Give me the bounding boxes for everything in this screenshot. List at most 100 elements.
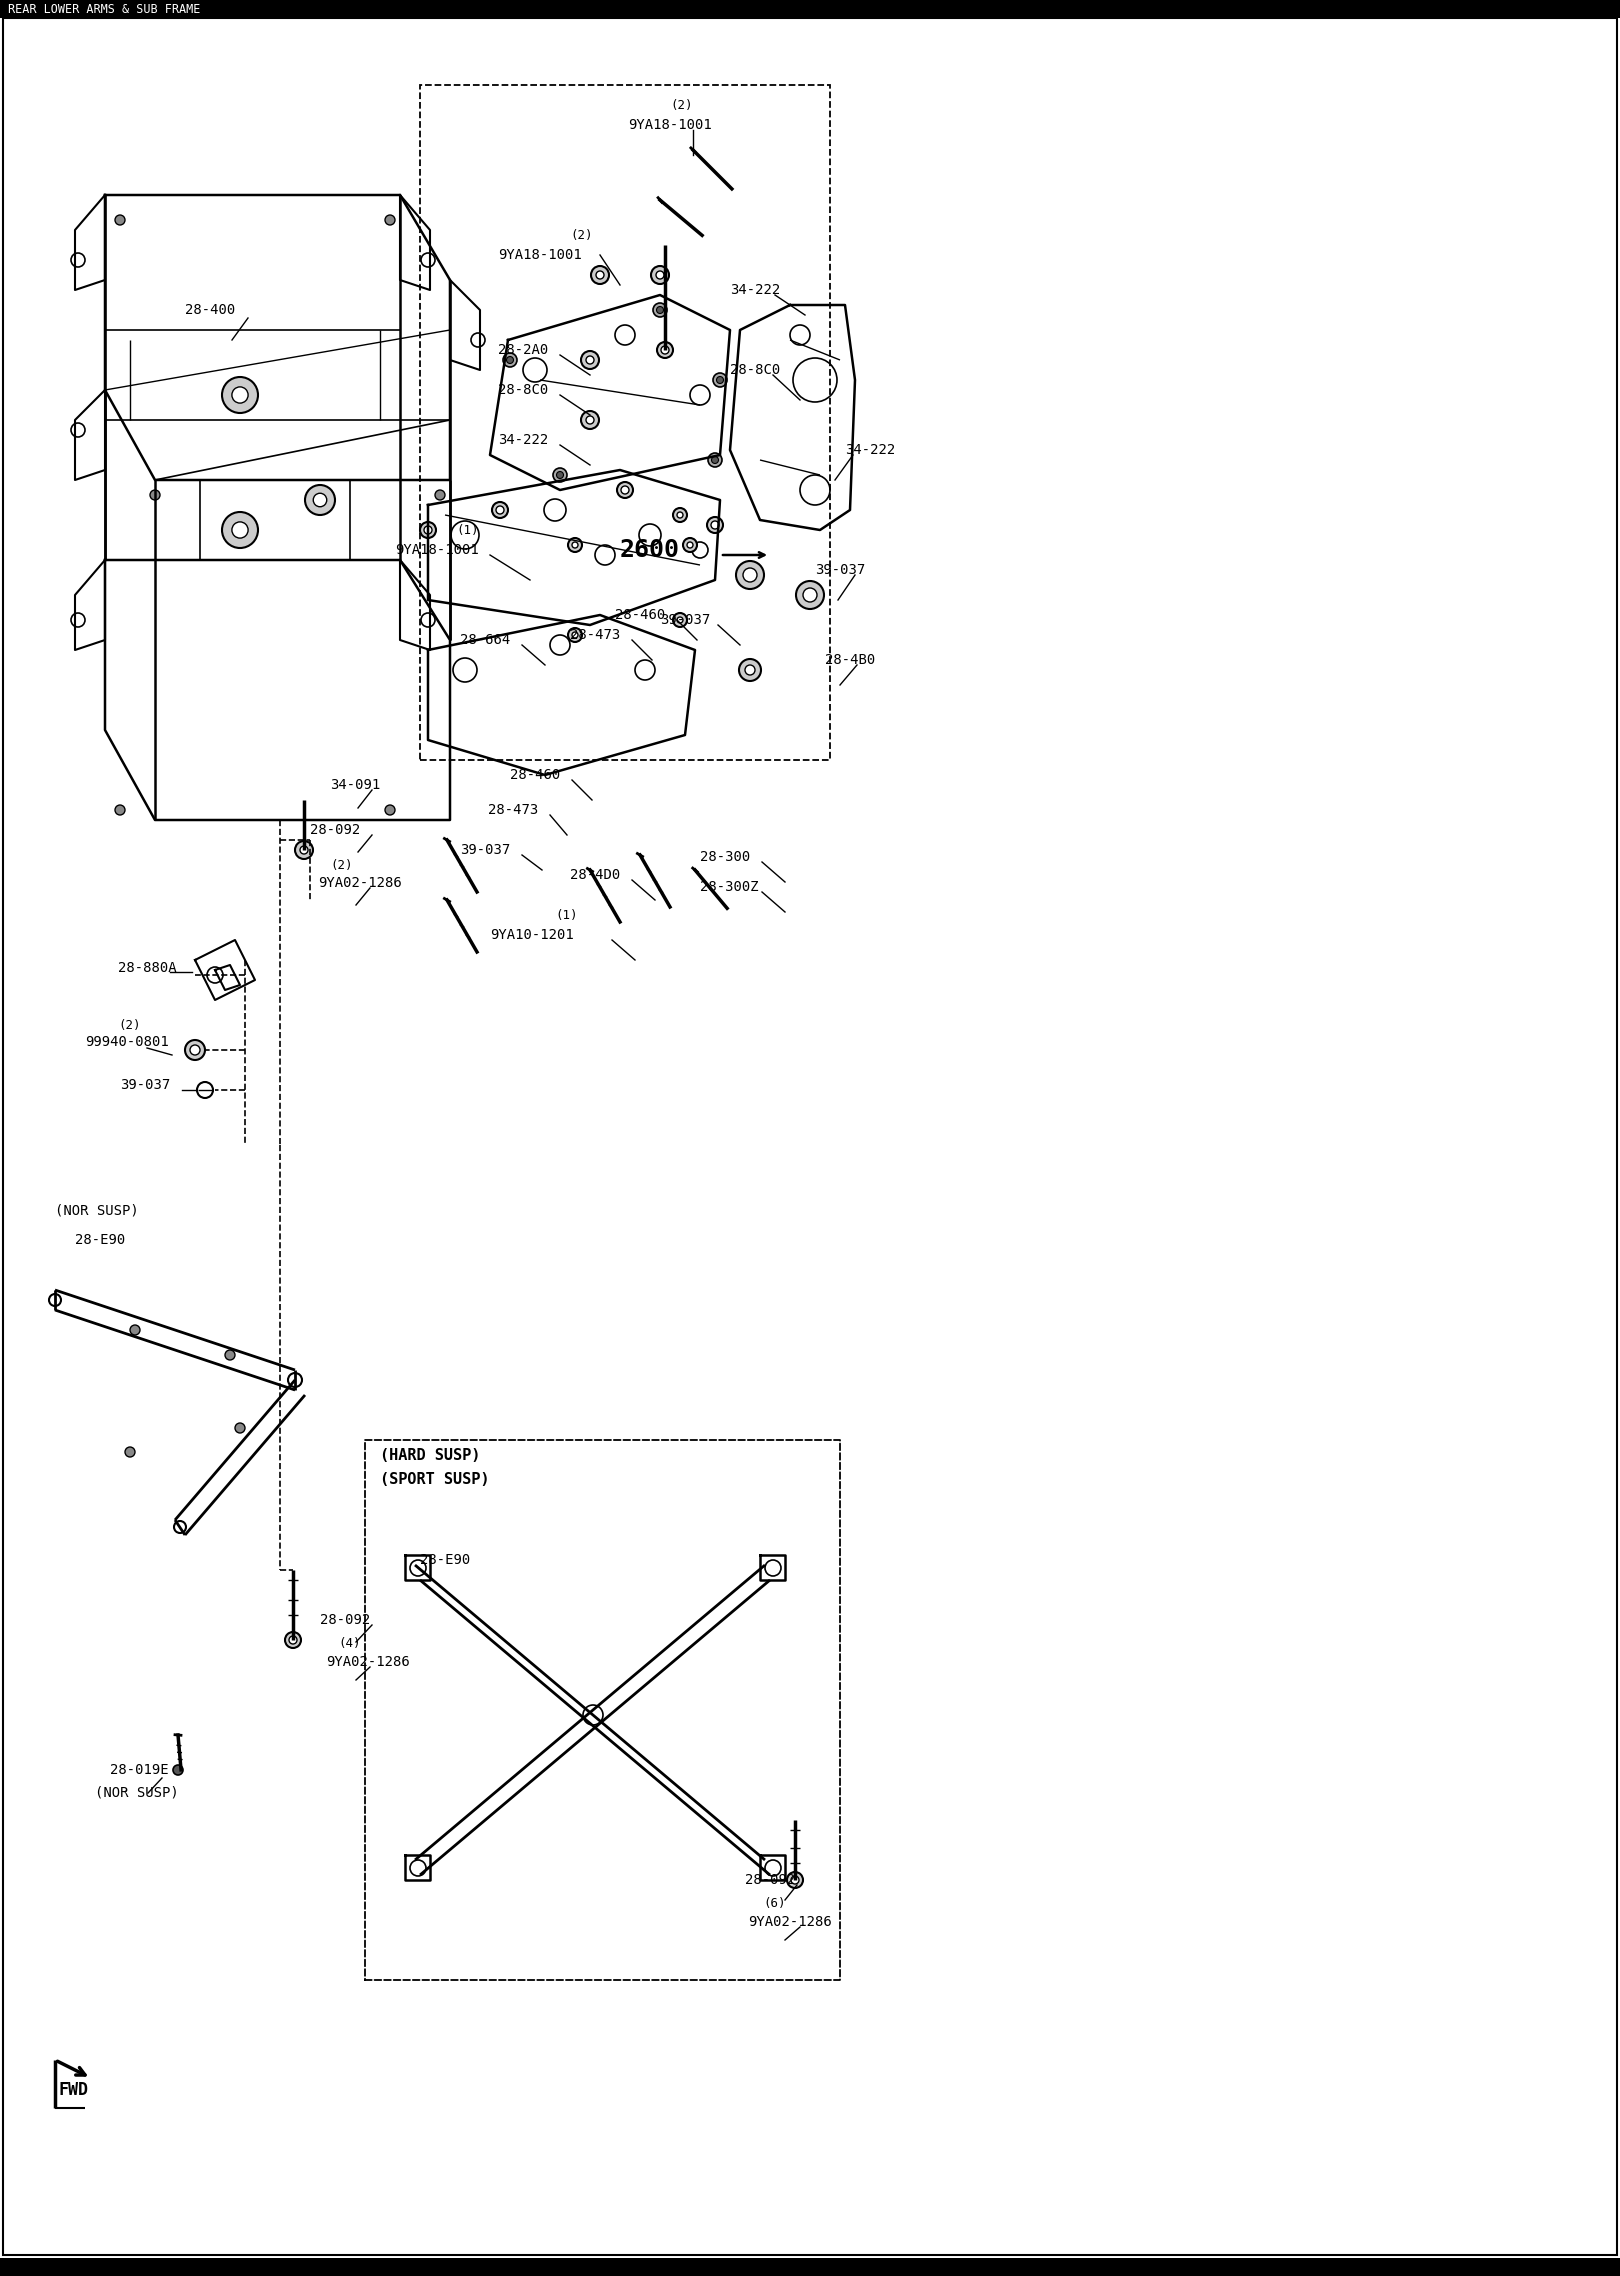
Circle shape	[305, 485, 335, 514]
Circle shape	[672, 508, 687, 521]
Circle shape	[420, 521, 436, 537]
Text: 28-473: 28-473	[488, 803, 538, 817]
Circle shape	[656, 271, 664, 280]
Text: (2): (2)	[330, 858, 353, 872]
Text: FWD: FWD	[58, 2080, 87, 2098]
Text: 28-4D0: 28-4D0	[570, 867, 620, 883]
Text: 28-E90: 28-E90	[420, 1552, 470, 1566]
Text: 28-300Z: 28-300Z	[700, 881, 758, 894]
Circle shape	[115, 806, 125, 815]
Text: 39-037: 39-037	[815, 562, 865, 578]
Circle shape	[557, 471, 564, 478]
Text: 39-037: 39-037	[659, 612, 710, 626]
Text: 28-019E: 28-019E	[110, 1764, 168, 1778]
Circle shape	[804, 587, 816, 601]
Circle shape	[235, 1422, 245, 1434]
Text: 28-092: 28-092	[309, 824, 360, 838]
Circle shape	[190, 1045, 199, 1056]
Text: 28-8C0: 28-8C0	[497, 382, 548, 396]
Text: 28-473: 28-473	[570, 628, 620, 642]
Circle shape	[582, 351, 599, 369]
Circle shape	[716, 376, 724, 382]
Circle shape	[708, 453, 723, 467]
Text: (HARD SUSP): (HARD SUSP)	[381, 1448, 481, 1463]
Text: 28-460: 28-460	[616, 608, 666, 621]
Circle shape	[232, 521, 248, 537]
Circle shape	[586, 417, 595, 423]
Text: (SPORT SUSP): (SPORT SUSP)	[381, 1473, 489, 1489]
Circle shape	[653, 303, 667, 316]
Text: (2): (2)	[570, 228, 593, 241]
Circle shape	[492, 503, 509, 519]
Text: 28-2A0: 28-2A0	[497, 344, 548, 357]
Circle shape	[791, 1875, 799, 1885]
Circle shape	[507, 357, 514, 364]
Text: 28-E90: 28-E90	[75, 1234, 125, 1247]
Text: 9YA18-1001: 9YA18-1001	[395, 544, 480, 558]
Circle shape	[713, 373, 727, 387]
Text: (6): (6)	[763, 1896, 786, 1910]
Text: 39-037: 39-037	[460, 842, 510, 858]
Circle shape	[424, 526, 433, 535]
Circle shape	[386, 806, 395, 815]
Circle shape	[658, 341, 672, 357]
Circle shape	[300, 847, 308, 854]
Circle shape	[744, 569, 757, 583]
Circle shape	[620, 487, 629, 494]
Circle shape	[684, 537, 697, 553]
Text: 9YA10-1201: 9YA10-1201	[489, 929, 573, 942]
Text: (2): (2)	[118, 1017, 141, 1031]
Circle shape	[130, 1325, 139, 1336]
Bar	[420, 84, 829, 760]
Circle shape	[222, 378, 258, 412]
Circle shape	[739, 660, 761, 681]
Bar	[0, 2258, 1620, 2276]
Text: REAR LOWER ARMS & SUB FRAME: REAR LOWER ARMS & SUB FRAME	[8, 2, 201, 16]
Circle shape	[552, 469, 567, 483]
Text: 9YA02-1286: 9YA02-1286	[318, 876, 402, 890]
Circle shape	[288, 1636, 296, 1643]
Text: 34-222: 34-222	[497, 432, 548, 446]
Circle shape	[651, 266, 669, 284]
Circle shape	[125, 1448, 134, 1457]
Text: (NOR SUSP): (NOR SUSP)	[96, 1787, 178, 1800]
Text: (4): (4)	[339, 1636, 361, 1650]
Text: 28-400: 28-400	[185, 303, 235, 316]
Circle shape	[569, 537, 582, 553]
Text: 2600: 2600	[620, 537, 680, 562]
Circle shape	[502, 353, 517, 366]
Circle shape	[225, 1350, 235, 1361]
Text: 9YA18-1001: 9YA18-1001	[497, 248, 582, 262]
Text: 28-8C0: 28-8C0	[731, 362, 781, 378]
Circle shape	[672, 612, 687, 626]
Text: (2): (2)	[671, 98, 692, 112]
Circle shape	[572, 633, 578, 637]
Bar	[0, 0, 1620, 18]
Circle shape	[745, 665, 755, 676]
Text: 28-460: 28-460	[510, 767, 561, 783]
Circle shape	[787, 1871, 804, 1889]
Circle shape	[115, 214, 125, 225]
Text: 34-091: 34-091	[330, 778, 381, 792]
Text: 34-222: 34-222	[731, 282, 781, 296]
Text: 39-037: 39-037	[120, 1079, 170, 1092]
Text: 28-300: 28-300	[700, 849, 750, 865]
Circle shape	[173, 1764, 183, 1775]
Circle shape	[232, 387, 248, 403]
Circle shape	[677, 617, 684, 624]
Circle shape	[687, 542, 693, 549]
Circle shape	[711, 521, 719, 528]
Circle shape	[572, 542, 578, 549]
Circle shape	[591, 266, 609, 284]
Circle shape	[735, 560, 765, 589]
Circle shape	[711, 457, 719, 464]
Text: 28-880A: 28-880A	[118, 960, 177, 974]
Text: 99940-0801: 99940-0801	[84, 1036, 168, 1049]
Circle shape	[151, 489, 160, 501]
Circle shape	[295, 842, 313, 858]
Text: (1): (1)	[556, 908, 577, 922]
Circle shape	[436, 489, 446, 501]
Text: 28-664: 28-664	[460, 633, 510, 646]
Circle shape	[222, 512, 258, 549]
Text: 9YA18-1001: 9YA18-1001	[629, 118, 711, 132]
